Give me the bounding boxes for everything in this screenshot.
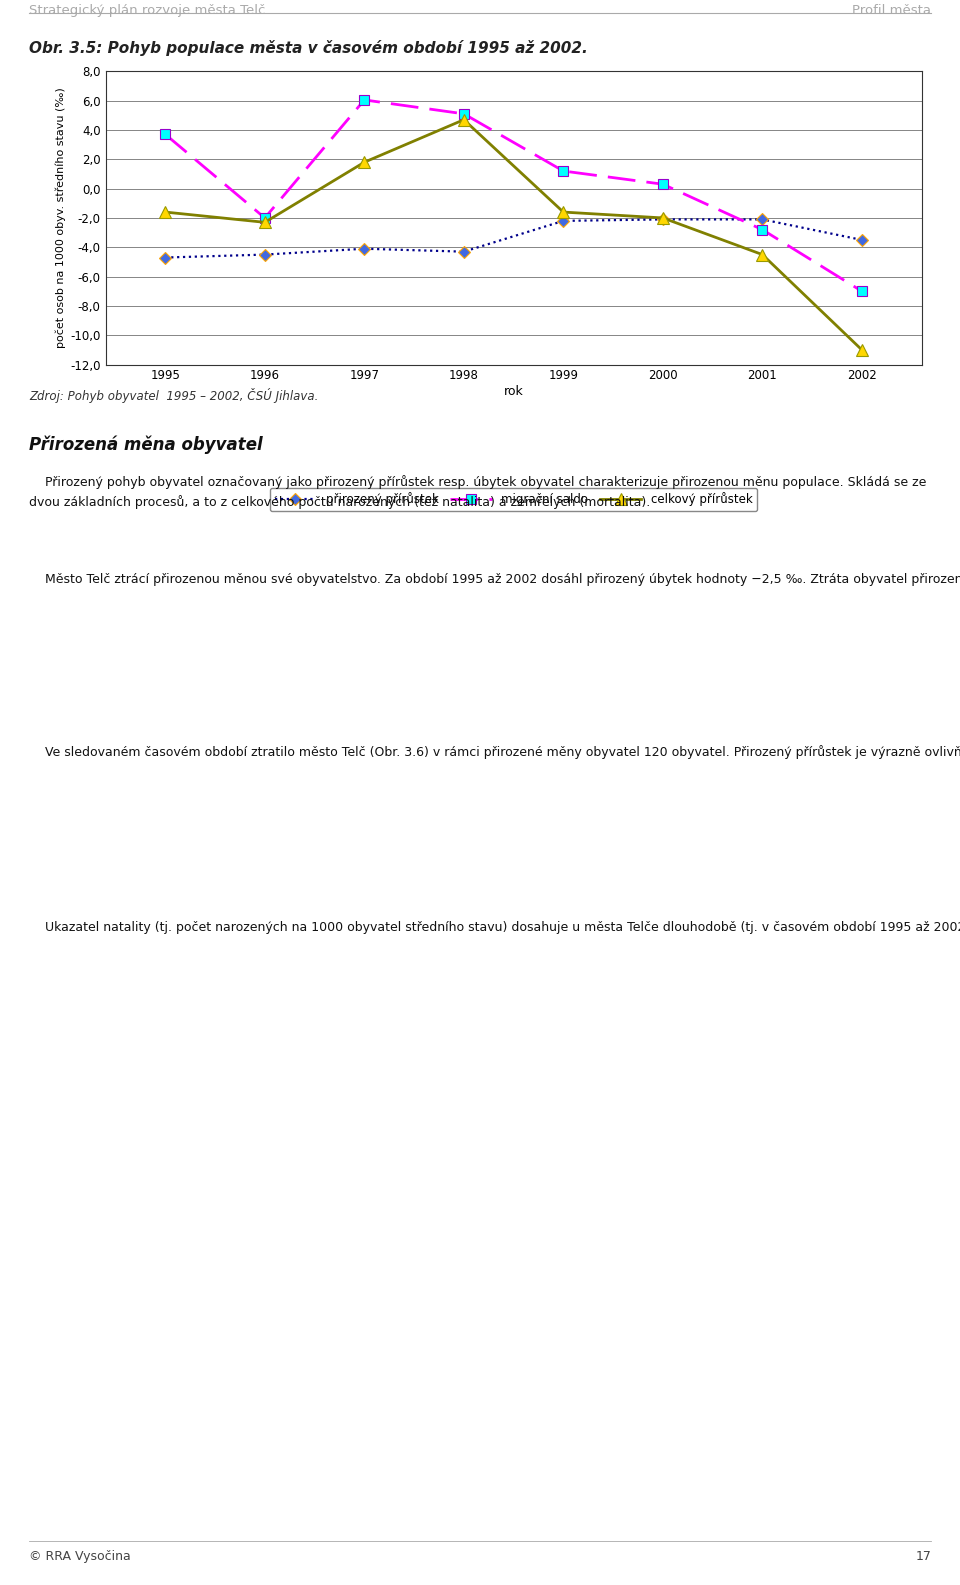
Text: Město Telč ztrácí přirozenou měnou své obyvatelstvo. Za období 1995 až 2002 dosá: Město Telč ztrácí přirozenou měnou své o… (29, 571, 960, 585)
Text: Profil města: Profil města (852, 3, 931, 17)
Text: Přirozený pohyb obyvatel označovaný jako přirozený přírůstek resp. úbytek obyvat: Přirozený pohyb obyvatel označovaný jako… (29, 476, 926, 509)
Text: © RRA Vysočina: © RRA Vysočina (29, 1550, 131, 1563)
Text: Zdroj: Pohyb obyvatel  1995 – 2002, ČSÚ Jihlava.: Zdroj: Pohyb obyvatel 1995 – 2002, ČSÚ J… (29, 388, 318, 403)
Text: Ve sledovaném časovém období ztratilo město Telč (Obr. 3.6) v rámci přirozené mě: Ve sledovaném časovém období ztratilo mě… (29, 745, 960, 759)
Text: Strategický plán rozvoje města Telč: Strategický plán rozvoje města Telč (29, 3, 265, 17)
Text: Obr. 3.5: Pohyb populace města v časovém období 1995 až 2002.: Obr. 3.5: Pohyb populace města v časovém… (29, 40, 588, 55)
X-axis label: rok: rok (504, 385, 523, 398)
Text: Přirozená měna obyvatel: Přirozená měna obyvatel (29, 436, 262, 455)
Text: Ukazatel natality (tj. počet narozených na 1000 obyvatel středního stavu) dosahu: Ukazatel natality (tj. počet narozených … (29, 919, 960, 934)
Text: 17: 17 (915, 1550, 931, 1563)
Legend: přirozený přírůstek, migrační saldo, celkový přírůstek: přirozený přírůstek, migrační saldo, cel… (270, 488, 757, 510)
Y-axis label: počet osob na 1000 obyv. středního stavu (‰): počet osob na 1000 obyv. středního stavu… (56, 87, 66, 349)
